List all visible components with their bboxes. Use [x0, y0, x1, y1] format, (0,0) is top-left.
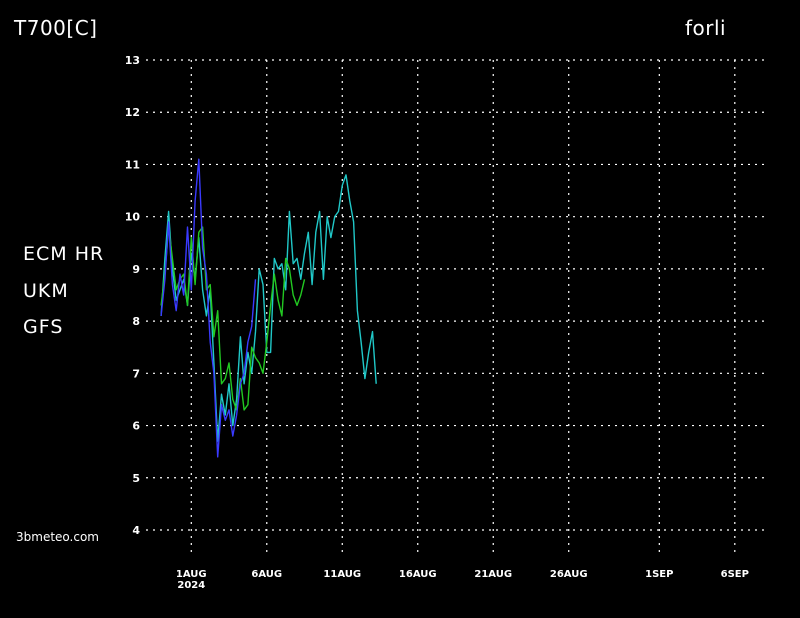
x-tick-label: 6SEP [721, 569, 749, 580]
legend-ukm: UKM [23, 280, 69, 302]
y-tick-label: 13 [125, 54, 140, 67]
legend-gfs: GFS [23, 316, 64, 338]
y-tick-label: 10 [125, 211, 141, 224]
x-tick-label: 21AUG [474, 569, 512, 580]
x-tick-label: 16AUG [399, 569, 437, 580]
grid [146, 59, 765, 555]
y-tick-label: 9 [132, 263, 140, 276]
x-tick-label: 1AUG [176, 569, 207, 580]
y-tick-label: 4 [132, 524, 140, 537]
y-tick-label: 6 [132, 420, 140, 433]
station-name: forli [685, 16, 727, 40]
credit-text: 3bmeteo.com [16, 530, 99, 544]
y-tick-label: 7 [132, 367, 140, 380]
x-tick-label: 26AUG [550, 569, 588, 580]
series-line-ecm-hr [160, 226, 306, 411]
chart-title: T700[C] [14, 16, 98, 40]
y-tick-label: 11 [125, 158, 140, 171]
x-tick-year-label: 2024 [177, 580, 205, 591]
y-tick-label: 8 [132, 315, 140, 328]
y-tick-label: 12 [125, 106, 140, 119]
y-tick-label: 5 [132, 472, 140, 485]
x-tick-label: 6AUG [251, 569, 282, 580]
x-tick-label: 11AUG [323, 569, 361, 580]
legend-ecm-hr: ECM HR [23, 243, 105, 265]
series-line-gfs [160, 174, 377, 442]
series-lines [160, 158, 377, 458]
series-line-ukm [160, 158, 257, 458]
x-tick-label: 1SEP [645, 569, 673, 580]
